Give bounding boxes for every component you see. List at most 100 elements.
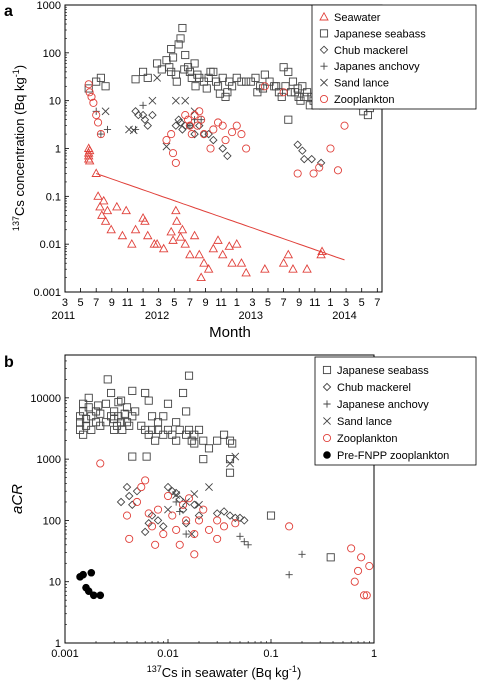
diamond-marker: [218, 144, 227, 153]
year-label: 2014: [332, 310, 356, 322]
square-marker: [142, 452, 151, 461]
square-marker: [107, 388, 116, 398]
square-marker: [181, 50, 190, 60]
circle-marker: [232, 121, 241, 130]
circle-marker: [231, 519, 240, 528]
x-tick-label: 5: [78, 297, 84, 309]
square-marker: [179, 388, 188, 398]
legend-diamond-marker: [319, 45, 329, 55]
square-marker: [190, 59, 199, 68]
triangle-marker: [260, 264, 270, 273]
x-marker: [172, 491, 181, 499]
year-label: 2012: [145, 310, 169, 322]
diamond-marker: [209, 135, 218, 145]
y-tick-label: 0.1: [46, 191, 61, 203]
square-marker: [167, 67, 176, 76]
circle-marker: [92, 111, 101, 120]
triangle-marker: [227, 258, 237, 267]
y-tick-label: 1: [55, 638, 61, 650]
square-marker: [168, 53, 178, 62]
triangle-marker: [166, 226, 176, 236]
square-marker: [213, 82, 223, 91]
plus-marker: [182, 530, 190, 538]
circle-marker: [96, 130, 105, 139]
circle-marker: [309, 169, 318, 178]
square-marker: [326, 553, 335, 562]
x-tick-label: 5: [359, 297, 365, 309]
square-marker: [260, 70, 269, 79]
square-marker: [204, 444, 214, 453]
circle-marker: [194, 516, 204, 525]
circle-marker: [132, 497, 142, 507]
diamond-marker: [299, 154, 309, 164]
triangle-marker: [93, 191, 103, 200]
legend-filled-dot-marker: [323, 451, 331, 459]
square-marker: [296, 96, 305, 105]
plus-marker: [298, 550, 306, 558]
diamond-marker: [235, 513, 245, 523]
legend-entry: Sand lance: [334, 78, 389, 90]
square-marker: [187, 436, 196, 445]
plus-marker: [97, 130, 105, 138]
square-marker: [178, 23, 187, 33]
circle-marker: [199, 130, 209, 139]
x-tick-label: 7: [93, 297, 99, 309]
legend-entry: Sand lance: [337, 416, 392, 428]
x-tick-label: 7: [374, 297, 380, 309]
square-marker: [225, 436, 235, 445]
plus-marker: [285, 571, 293, 579]
diamond-marker: [178, 505, 188, 514]
legend-plus-marker: [323, 400, 331, 408]
x-tick-label: 7: [281, 297, 287, 309]
triangle-marker: [121, 205, 131, 215]
circle-marker: [183, 115, 193, 124]
square-marker: [128, 452, 137, 461]
filled-dot-marker: [79, 570, 87, 579]
square-marker: [87, 412, 96, 421]
panel-b-frame: [64, 354, 375, 644]
square-marker: [76, 425, 85, 434]
square-marker: [193, 70, 202, 79]
triangle-marker: [278, 258, 289, 267]
filled-dot-marker: [89, 591, 98, 600]
square-marker: [284, 67, 293, 76]
plus-marker: [176, 507, 184, 516]
diamond-marker: [293, 140, 302, 149]
square-marker: [125, 421, 134, 430]
square-marker: [81, 415, 91, 424]
x-tick-label: 1: [140, 297, 146, 309]
square-marker: [172, 418, 181, 427]
square-marker: [153, 418, 163, 427]
square-marker: [96, 73, 105, 82]
circle-marker: [172, 525, 181, 534]
circle-marker: [167, 130, 176, 139]
y-tick-label: 10: [49, 96, 61, 108]
circle-marker: [293, 169, 302, 178]
circle-marker: [163, 491, 173, 501]
legend-entry: Japanese anchovy: [337, 399, 429, 411]
diamond-marker: [140, 527, 150, 537]
triangle-marker: [142, 230, 153, 240]
square-marker: [101, 399, 111, 408]
x-marker: [231, 452, 240, 461]
diamond-marker: [223, 151, 232, 161]
plus-marker: [244, 541, 252, 549]
square-marker: [184, 425, 194, 434]
plus-marker: [197, 116, 205, 124]
square-marker: [281, 82, 290, 91]
square-marker: [141, 388, 150, 398]
square-marker: [144, 396, 153, 405]
square-marker: [81, 421, 91, 430]
square-marker: [213, 436, 222, 445]
legend-square-marker: [319, 29, 329, 38]
diamond-marker: [307, 154, 316, 164]
diamond-marker: [147, 511, 157, 520]
x-tick-label: 3: [343, 297, 349, 309]
square-marker: [242, 77, 251, 86]
legend-square-marker: [322, 365, 332, 375]
x-tick-label: 3: [156, 297, 162, 309]
triangle-marker: [102, 205, 113, 215]
panel-b-label: b: [4, 354, 14, 371]
square-marker: [163, 399, 173, 408]
triangle-marker: [199, 258, 209, 267]
